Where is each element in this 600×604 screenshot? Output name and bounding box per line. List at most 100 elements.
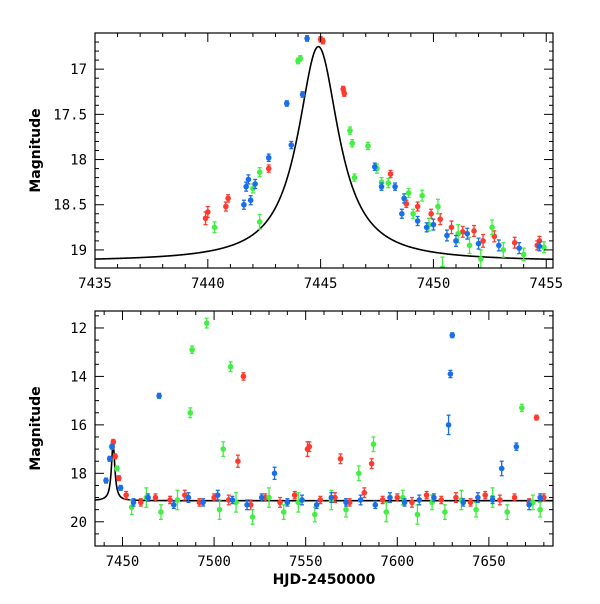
data-point	[466, 242, 473, 249]
y-tick-label: 19	[70, 243, 87, 259]
data-point	[349, 140, 356, 147]
data-point	[114, 465, 120, 472]
data-point	[167, 497, 173, 503]
data-point	[537, 494, 543, 501]
data-point	[245, 176, 252, 183]
data-point	[229, 497, 236, 503]
data-point	[138, 499, 144, 506]
data-point	[297, 55, 304, 62]
data-point	[504, 509, 511, 515]
data-point	[249, 514, 256, 520]
data-point	[541, 244, 547, 251]
data-point	[438, 497, 445, 503]
data-point	[214, 492, 221, 498]
data-point	[410, 210, 416, 217]
data-point	[313, 502, 320, 508]
data-point	[152, 494, 159, 501]
x-tick-label: 7445	[304, 276, 338, 292]
data-point	[536, 243, 543, 250]
data-point	[258, 494, 265, 501]
full-season-panel: 7450 7500 7550 7600 7650 12 14 16 18 20 Magnitude H…	[28, 310, 554, 588]
data-point	[328, 494, 335, 501]
data-point	[439, 265, 446, 268]
data-point	[357, 497, 364, 503]
data-point	[156, 392, 162, 399]
data-point	[497, 497, 503, 503]
data-point	[471, 228, 477, 234]
data-point	[306, 443, 313, 450]
data-point	[343, 506, 349, 513]
y-tick-label: 18.5	[53, 198, 87, 214]
data-point	[341, 90, 348, 97]
x-axis-title: HJD-2450000	[273, 572, 376, 588]
data-point	[489, 224, 495, 231]
data-point	[145, 494, 151, 501]
data-point	[442, 509, 448, 515]
data-point	[343, 499, 349, 506]
data-point	[448, 224, 455, 231]
x-tick-label: 7600	[380, 554, 414, 570]
series-points	[211, 54, 547, 268]
data-point	[423, 224, 430, 231]
data-point	[109, 443, 116, 450]
data-point	[337, 455, 344, 462]
data-point	[498, 465, 505, 472]
data-point	[435, 203, 441, 210]
data-point	[430, 221, 437, 228]
data-point	[283, 100, 290, 107]
y-axis-title: Magnitude	[28, 108, 44, 192]
data-point	[123, 492, 129, 498]
data-point	[265, 154, 272, 161]
data-point	[117, 485, 124, 491]
x-tick-label: 7550	[289, 554, 323, 570]
data-point	[240, 373, 247, 380]
data-point	[520, 251, 527, 258]
data-point	[256, 219, 263, 225]
data-point	[158, 509, 164, 515]
data-point	[265, 165, 272, 172]
data-point	[304, 35, 310, 42]
data-point	[351, 174, 358, 181]
zoom-panel: 7435 7440 7445 7450 7455 17 17.5 18 18.5 19 Magnit…	[28, 32, 563, 292]
data-point	[473, 506, 479, 513]
data-point	[347, 127, 353, 134]
data-point	[368, 460, 375, 467]
data-points	[202, 35, 547, 268]
x-tick-label: 7440	[191, 276, 225, 292]
data-point	[216, 506, 223, 513]
data-point	[526, 502, 532, 508]
data-point	[110, 439, 117, 445]
data-point	[447, 371, 454, 377]
data-point	[482, 492, 489, 498]
data-point	[385, 180, 392, 186]
data-point	[511, 239, 518, 246]
data-point	[312, 511, 318, 518]
data-point	[431, 494, 437, 501]
y-tick-label: 18	[70, 466, 87, 482]
data-point	[256, 169, 263, 175]
data-point	[174, 497, 181, 503]
data-point	[480, 238, 486, 244]
data-point	[277, 499, 283, 506]
data-point	[437, 216, 443, 222]
data-point	[288, 142, 295, 148]
x-tick-label: 7435	[78, 276, 112, 292]
data-point	[401, 195, 407, 202]
data-point	[423, 492, 430, 498]
data-point	[371, 163, 378, 170]
x-tick-label: 7450	[417, 276, 451, 292]
data-point	[464, 230, 471, 237]
data-point	[428, 210, 434, 217]
y-tick-label: 17.5	[53, 107, 87, 123]
data-point	[379, 497, 386, 503]
series-points	[241, 35, 543, 255]
data-point	[372, 502, 379, 508]
data-point	[170, 502, 177, 508]
data-point	[419, 192, 425, 199]
data-point	[445, 422, 452, 428]
series-points	[110, 372, 547, 511]
data-point	[401, 499, 408, 506]
y-tick-label: 12	[70, 321, 87, 337]
x-tick-label: 7450	[106, 554, 140, 570]
data-point	[220, 446, 227, 452]
